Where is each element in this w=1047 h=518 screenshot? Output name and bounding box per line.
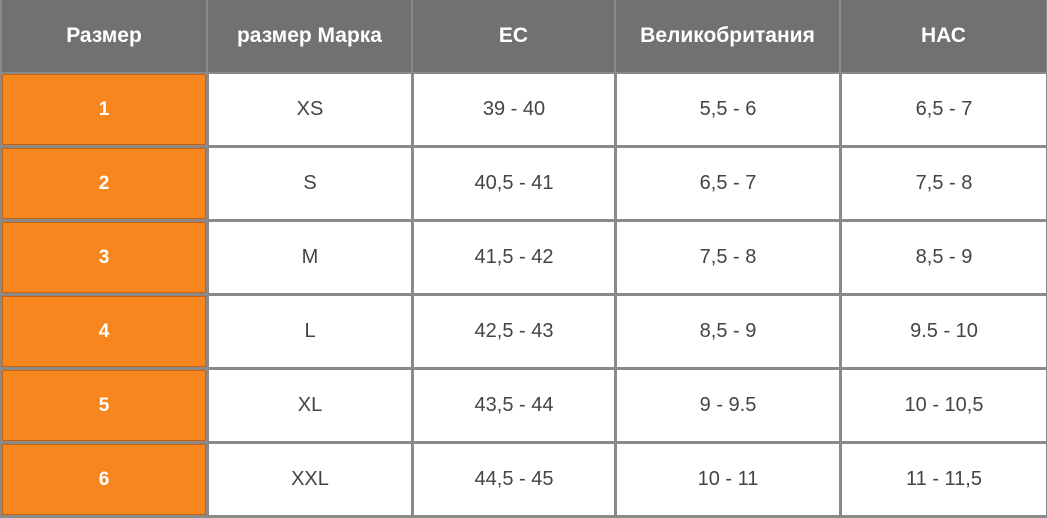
header-cell: Размер: [2, 0, 206, 72]
table-cell: 9 - 9.5: [617, 370, 839, 441]
table-cell: 39 - 40: [414, 74, 614, 145]
table-cell: 43,5 - 44: [414, 370, 614, 441]
table-cell: 10 - 11: [617, 444, 839, 515]
header-cell: НАС: [841, 0, 1046, 72]
header-cell: ЕС: [413, 0, 614, 72]
table-cell: 8,5 - 9: [617, 296, 839, 367]
table-cell: 7,5 - 8: [842, 148, 1046, 219]
table-cell: 6,5 - 7: [842, 74, 1046, 145]
table-cell: 41,5 - 42: [414, 222, 614, 293]
table-cell: XS: [209, 74, 411, 145]
size-number-cell: 4: [2, 296, 206, 367]
header-cell: Великобритания: [616, 0, 839, 72]
table-cell: 44,5 - 45: [414, 444, 614, 515]
size-number-cell: 5: [2, 370, 206, 441]
table-cell: 7,5 - 8: [617, 222, 839, 293]
table-cell: L: [209, 296, 411, 367]
table-cell: 10 - 10,5: [842, 370, 1046, 441]
size-number-cell: 3: [2, 222, 206, 293]
table-cell: 40,5 - 41: [414, 148, 614, 219]
table-cell: 5,5 - 6: [617, 74, 839, 145]
table-cell: M: [209, 222, 411, 293]
table-cell: 42,5 - 43: [414, 296, 614, 367]
table-cell: XXL: [209, 444, 411, 515]
table-cell: 6,5 - 7: [617, 148, 839, 219]
header-cell: размер Марка: [208, 0, 411, 72]
table-cell: 8,5 - 9: [842, 222, 1046, 293]
table-cell: 11 - 11,5: [842, 444, 1046, 515]
table-cell: XL: [209, 370, 411, 441]
table-cell: S: [209, 148, 411, 219]
size-number-cell: 1: [2, 74, 206, 145]
table-cell: 9.5 - 10: [842, 296, 1046, 367]
size-number-cell: 2: [2, 148, 206, 219]
size-number-cell: 6: [2, 444, 206, 515]
